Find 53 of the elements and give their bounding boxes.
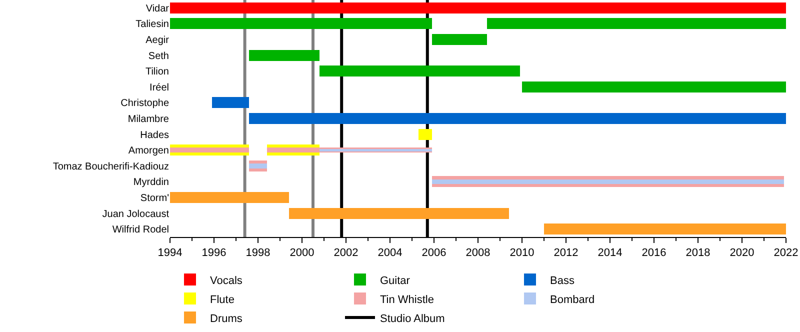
y-tick-label: Juan Jolocaust bbox=[102, 208, 170, 220]
legend-label: Bombard bbox=[550, 294, 595, 306]
y-tick-label: Amorgen bbox=[128, 146, 169, 157]
x-tick-label: 2020 bbox=[730, 247, 754, 260]
x-tick-label: 2008 bbox=[466, 247, 490, 260]
legend-label: Bass bbox=[550, 274, 575, 287]
x-tick-label: 1994 bbox=[158, 247, 182, 260]
bar bbox=[170, 192, 289, 204]
y-tick-label: Myrddin bbox=[133, 177, 169, 188]
legend-label: Studio Album bbox=[380, 312, 445, 325]
bar bbox=[170, 2, 786, 14]
bar bbox=[522, 81, 786, 92]
y-tick-label: Tomaz Boucherifi-Kadiouz bbox=[52, 161, 169, 172]
y-tick-label: Wilfrid Rodel bbox=[112, 224, 169, 236]
x-tick-label: 2010 bbox=[510, 247, 534, 260]
legend-label: Vocals bbox=[210, 274, 243, 287]
bar bbox=[432, 179, 784, 184]
bar bbox=[544, 224, 786, 235]
x-tick-label: 2006 bbox=[422, 247, 446, 260]
y-tick-label: Milambre bbox=[128, 114, 170, 125]
bar bbox=[249, 164, 267, 168]
legend-label: Flute bbox=[210, 294, 234, 306]
y-tick-label: Vidar bbox=[146, 3, 170, 14]
bar bbox=[320, 66, 520, 77]
y-tick-label: Storm' bbox=[140, 193, 170, 204]
legend-label: Drums bbox=[210, 312, 243, 325]
bar bbox=[249, 50, 320, 61]
x-tick-label: 2000 bbox=[290, 247, 314, 260]
bar bbox=[170, 18, 432, 30]
bar bbox=[212, 97, 250, 108]
x-tick-label: 2004 bbox=[378, 247, 402, 260]
bar bbox=[432, 34, 487, 46]
legend-label: Guitar bbox=[380, 274, 410, 287]
bar bbox=[288, 208, 509, 219]
x-tick-label: 2018 bbox=[686, 247, 710, 260]
y-tick-label: Hades bbox=[140, 130, 169, 141]
x-tick-label: 2012 bbox=[554, 247, 578, 260]
y-tick-label: Taliesin bbox=[136, 19, 169, 30]
x-tick-label: 1998 bbox=[246, 247, 270, 260]
y-tick-label: Seth bbox=[148, 50, 169, 62]
y-tick-label: Aegir bbox=[146, 35, 170, 46]
y-tick-label: Tilion bbox=[145, 66, 169, 78]
legend-label: Tin Whistle bbox=[380, 294, 434, 306]
bar bbox=[418, 128, 432, 140]
bar bbox=[249, 112, 786, 124]
bar bbox=[486, 18, 786, 30]
x-tick-label: 2014 bbox=[598, 247, 622, 260]
x-tick-label: 2002 bbox=[334, 247, 358, 260]
x-tick-label: 2022 bbox=[774, 247, 798, 260]
x-tick-label: 1996 bbox=[202, 247, 226, 260]
y-tick-label: Iréel bbox=[150, 82, 169, 94]
y-tick-label: Christophe bbox=[120, 98, 170, 110]
x-tick-label: 2016 bbox=[642, 247, 666, 260]
